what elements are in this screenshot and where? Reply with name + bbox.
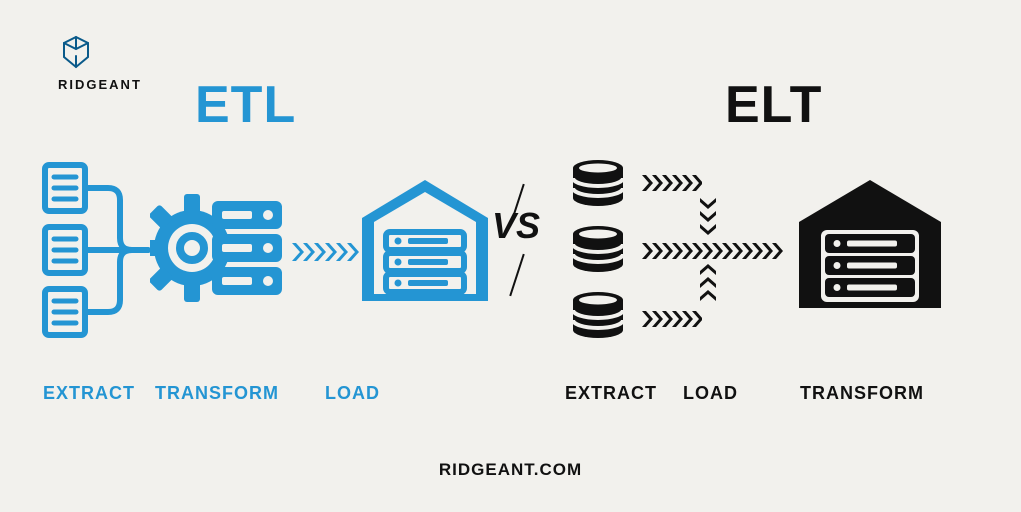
etl-title: ETL — [195, 75, 296, 135]
elt-arrow-top-icon — [642, 172, 702, 194]
three-documents-icon — [40, 160, 150, 340]
logo-mark-icon — [58, 34, 94, 70]
vs-label: VS — [492, 205, 540, 247]
elt-transform-label: TRANSFORM — [800, 383, 924, 404]
etl-load-label: LOAD — [325, 383, 380, 404]
elt-load-label: LOAD — [683, 383, 738, 404]
elt-arrow-bot-icon — [642, 308, 702, 330]
elt-arrow-mid-icon — [642, 240, 792, 262]
footer-link: RIDGEANT.COM — [0, 460, 1021, 480]
vs-divider: VS — [492, 205, 540, 247]
elt-title: ELT — [725, 75, 822, 135]
slash-bottom-icon — [509, 254, 524, 296]
brand-name: RIDGEANT — [58, 77, 142, 92]
diagram-canvas: RIDGEANT ETL ELT — [0, 0, 1021, 512]
brand-logo: RIDGEANT — [58, 34, 142, 92]
elt-extract-label: EXTRACT — [565, 383, 657, 404]
etl-extract-label: EXTRACT — [43, 383, 135, 404]
etl-warehouse-server-icon — [358, 176, 493, 311]
database-stacks-icon — [570, 160, 640, 345]
gear-server-icon — [150, 183, 290, 313]
merge-chevrons-up-icon — [697, 264, 719, 306]
etl-arrow-icon — [292, 240, 362, 264]
merge-chevrons-down-icon — [697, 198, 719, 240]
elt-warehouse-server-icon — [795, 176, 945, 316]
etl-transform-label: TRANSFORM — [155, 383, 279, 404]
